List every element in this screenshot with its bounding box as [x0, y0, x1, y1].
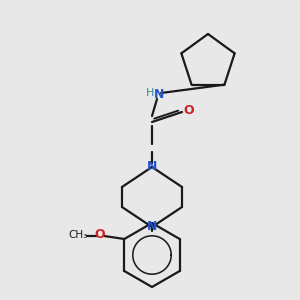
Text: O: O	[94, 229, 105, 242]
Text: N: N	[147, 220, 157, 233]
Text: CH₃: CH₃	[69, 230, 88, 240]
Text: N: N	[147, 160, 157, 173]
Text: O: O	[184, 104, 194, 118]
Text: N: N	[154, 88, 164, 101]
Text: H: H	[146, 88, 154, 98]
